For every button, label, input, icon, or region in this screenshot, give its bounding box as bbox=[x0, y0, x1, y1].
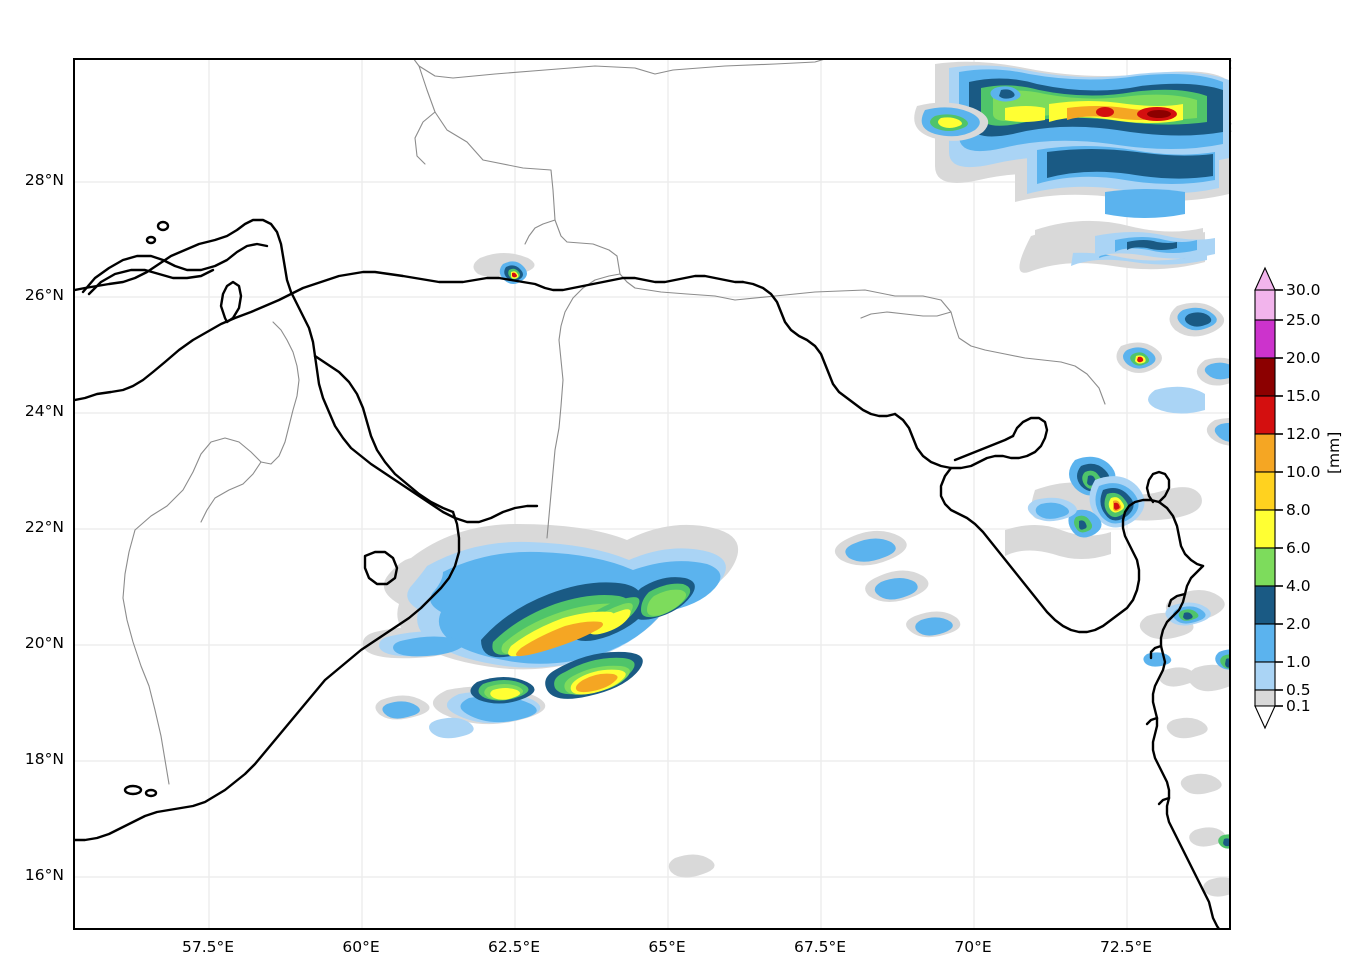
xtick-67-5E: 67.5°E bbox=[793, 938, 847, 956]
colorbar-unit-label: [mm] bbox=[1325, 431, 1343, 474]
ytick-22N: 22°N bbox=[24, 518, 64, 536]
cbar-tick-8: 8.0 bbox=[1286, 501, 1311, 519]
cbar-tick-2: 2.0 bbox=[1286, 615, 1311, 633]
cbar-tick-25: 25.0 bbox=[1286, 311, 1321, 329]
precip-west-coast bbox=[668, 590, 1229, 897]
colorbar-svg bbox=[1254, 266, 1283, 730]
gridlines bbox=[75, 60, 1229, 928]
xtick-60E: 60°E bbox=[342, 938, 380, 956]
xtick-62-5E: 62.5°E bbox=[487, 938, 541, 956]
ytick-28N: 28°N bbox=[24, 171, 64, 189]
cbar-tick-6: 6.0 bbox=[1286, 539, 1311, 557]
precip-arabian-sea-cluster bbox=[362, 524, 739, 725]
cbar-tick-10: 10.0 bbox=[1286, 463, 1321, 481]
cbar-tick-12: 12.0 bbox=[1286, 425, 1321, 443]
precip-kutch bbox=[1005, 456, 1202, 559]
ytick-24N: 24°N bbox=[24, 402, 64, 420]
precip-ne-band bbox=[914, 61, 1229, 218]
cbar-tick-0-1: 0.1 bbox=[1286, 697, 1311, 715]
country-borders bbox=[122, 60, 1106, 785]
cbar-tick-1: 1.0 bbox=[1286, 653, 1311, 671]
ytick-20N: 20°N bbox=[24, 634, 64, 652]
map-canvas bbox=[75, 60, 1229, 928]
ytick-16N: 16°N bbox=[24, 866, 64, 884]
ytick-26N: 26°N bbox=[24, 286, 64, 304]
cbar-tick-20: 20.0 bbox=[1286, 349, 1321, 367]
colorbar[interactable]: 30.0 25.0 20.0 15.0 12.0 10.0 8.0 6.0 4.… bbox=[1249, 262, 1359, 734]
precipitation-field bbox=[362, 61, 1229, 897]
precip-scattered-south bbox=[375, 530, 961, 739]
xtick-70E: 70°E bbox=[954, 938, 992, 956]
cbar-tick-15: 15.0 bbox=[1286, 387, 1321, 405]
ytick-18N: 18°N bbox=[24, 750, 64, 768]
map-plot-area[interactable] bbox=[73, 58, 1231, 930]
xtick-57-5E: 57.5°E bbox=[181, 938, 235, 956]
precip-ne-patch bbox=[1035, 220, 1215, 261]
xtick-72-5E: 72.5°E bbox=[1099, 938, 1153, 956]
xtick-65E: 65°E bbox=[648, 938, 686, 956]
coastlines bbox=[75, 218, 1220, 928]
cbar-tick-0-5: 0.5 bbox=[1286, 681, 1311, 699]
cbar-tick-30: 30.0 bbox=[1286, 281, 1321, 299]
cbar-tick-4: 4.0 bbox=[1286, 577, 1311, 595]
